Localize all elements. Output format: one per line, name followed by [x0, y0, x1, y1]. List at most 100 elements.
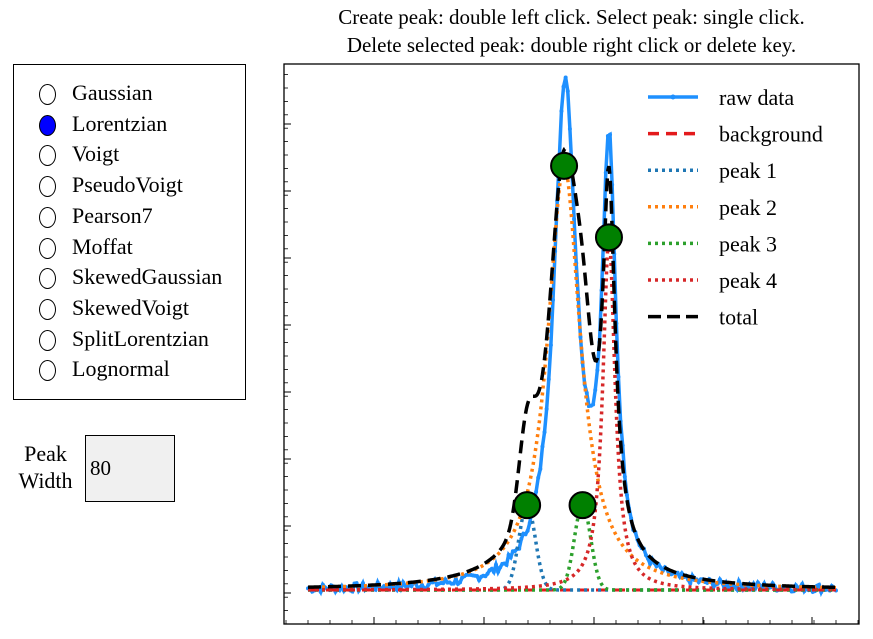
raw-data-point	[409, 584, 414, 589]
raw-data-point	[593, 388, 598, 393]
radio-option-pearson7[interactable]: Pearson7	[14, 202, 246, 232]
radio-circle-icon[interactable]	[39, 298, 56, 320]
raw-data-point	[523, 532, 528, 537]
radio-option-lognormal[interactable]: Lognormal	[14, 355, 246, 385]
series-peak-2	[307, 164, 837, 590]
radio-option-moffat[interactable]: Moffat	[14, 233, 246, 263]
radio-label: Lognormal	[72, 356, 170, 382]
peak-marker-3[interactable]	[568, 491, 597, 520]
radio-label: Pearson7	[72, 202, 153, 228]
raw-data-point	[318, 589, 323, 594]
raw-data-point	[565, 89, 570, 94]
raw-data-point	[578, 334, 583, 339]
raw-data-point	[591, 402, 596, 407]
raw-data-point	[817, 582, 822, 587]
legend-label: peak 4	[719, 268, 777, 293]
radio-option-skewedgaussian[interactable]: SkewedGaussian	[14, 263, 246, 293]
raw-data-point	[705, 580, 710, 585]
radio-circle-icon[interactable]	[39, 268, 56, 290]
raw-data-point	[738, 583, 743, 588]
legend-label: total	[719, 305, 758, 330]
raw-data-point	[540, 444, 545, 449]
raw-data-point	[679, 571, 684, 576]
peak-width-label: Peak Width	[14, 440, 77, 494]
radio-option-skewedvoigt[interactable]: SkewedVoigt	[14, 294, 246, 324]
raw-data-point	[608, 132, 613, 137]
raw-data-point	[504, 562, 509, 567]
raw-data-point	[675, 570, 680, 575]
radio-option-lorentzian[interactable]: Lorentzian	[14, 110, 246, 140]
raw-data-point	[491, 569, 496, 574]
raw-data-point	[550, 297, 555, 302]
radio-option-pseudovoigt[interactable]: PseudoVoigt	[14, 171, 246, 201]
radio-circle-icon[interactable]	[39, 237, 56, 259]
radio-label: SkewedGaussian	[72, 264, 223, 290]
radio-circle-icon[interactable]	[39, 206, 56, 228]
raw-data-point	[489, 566, 494, 571]
raw-data-point	[561, 84, 566, 89]
radio-circle-icon[interactable]	[39, 84, 56, 105]
peak-width-label-line-2: Width	[18, 468, 73, 493]
raw-data-point	[477, 578, 482, 583]
raw-data-point	[534, 489, 539, 494]
radio-option-voigt[interactable]: Voigt	[14, 140, 246, 170]
raw-data-point	[538, 467, 543, 472]
raw-data-point	[496, 569, 501, 574]
instruction-line-1: Create peak: double left click. Select p…	[338, 5, 805, 29]
raw-data-point	[567, 126, 572, 131]
raw-data-point	[643, 553, 648, 558]
raw-data-point	[536, 475, 541, 480]
radio-label: Gaussian	[72, 80, 153, 105]
raw-data-point	[629, 516, 634, 521]
raw-data-point	[688, 581, 693, 586]
raw-data-point	[451, 581, 456, 586]
peak-marker-4[interactable]	[594, 223, 623, 252]
raw-data-point	[441, 581, 446, 586]
radio-option-splitlorentzian[interactable]: SplitLorentzian	[14, 325, 246, 355]
radio-option-gaussian[interactable]: Gaussian	[14, 79, 246, 109]
raw-data-point	[603, 170, 608, 175]
raw-data-point	[485, 571, 490, 576]
raw-data-point	[559, 109, 564, 114]
raw-data-point	[458, 580, 463, 585]
raw-data-point	[548, 343, 553, 348]
radio-label: Lorentzian	[72, 110, 168, 136]
radio-circle-icon[interactable]	[39, 360, 56, 382]
peak-marker-2[interactable]	[550, 151, 579, 180]
radio-circle-icon[interactable]	[39, 329, 56, 351]
radio-circle-icon[interactable]	[39, 145, 56, 167]
legend-marker	[670, 94, 676, 100]
radio-label: PseudoVoigt	[72, 172, 183, 198]
raw-data-point	[519, 536, 524, 541]
plot-frame	[283, 63, 860, 625]
radio-circle-icon[interactable]	[39, 176, 56, 198]
legend-label: peak 1	[719, 158, 777, 183]
peak-marker-1[interactable]	[513, 491, 542, 520]
raw-data-point	[717, 577, 722, 582]
series-peak-3	[308, 503, 836, 592]
raw-data-point	[648, 561, 653, 566]
raw-data-point	[373, 587, 378, 592]
raw-data-point	[508, 555, 513, 560]
peak-shape-radio-group: Gaussian Lorentzian Voigt PseudoVoigt Pearso…	[13, 64, 246, 400]
raw-data-point	[542, 430, 547, 435]
raw-data-point	[622, 474, 627, 479]
raw-data-point	[544, 406, 549, 411]
peak-width-input[interactable]	[85, 435, 175, 502]
raw-data-point	[527, 520, 532, 525]
radio-label: Voigt	[72, 141, 120, 167]
radio-label: Moffat	[72, 233, 133, 259]
legend-label: background	[719, 122, 823, 147]
raw-data-point	[595, 368, 600, 373]
raw-data-point	[546, 377, 551, 382]
raw-data-point	[696, 580, 701, 585]
legend-label: peak 2	[719, 195, 777, 220]
raw-data-point	[572, 217, 577, 222]
peak-width-label-line-1: Peak	[24, 441, 67, 466]
instruction-line-2: Delete selected peak: double right click…	[346, 33, 797, 57]
legend-label: peak 3	[719, 231, 777, 256]
raw-data-point	[474, 573, 479, 578]
raw-data-point	[420, 583, 425, 588]
radio-circle-icon[interactable]	[39, 114, 56, 136]
